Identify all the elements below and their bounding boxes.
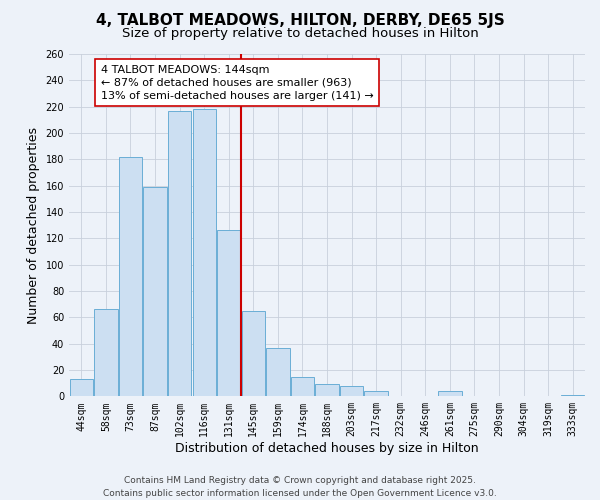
Text: 4, TALBOT MEADOWS, HILTON, DERBY, DE65 5JS: 4, TALBOT MEADOWS, HILTON, DERBY, DE65 5… <box>95 12 505 28</box>
Text: 4 TALBOT MEADOWS: 144sqm
← 87% of detached houses are smaller (963)
13% of semi-: 4 TALBOT MEADOWS: 144sqm ← 87% of detach… <box>101 64 374 101</box>
Bar <box>94 310 118 396</box>
Bar <box>291 376 314 396</box>
Bar <box>168 110 191 397</box>
Bar <box>316 384 338 396</box>
Bar <box>242 310 265 396</box>
Bar <box>340 386 363 396</box>
Y-axis label: Number of detached properties: Number of detached properties <box>27 126 40 324</box>
Text: Contains HM Land Registry data © Crown copyright and database right 2025.
Contai: Contains HM Land Registry data © Crown c… <box>103 476 497 498</box>
Bar <box>70 379 93 396</box>
Bar <box>438 391 461 396</box>
Text: Size of property relative to detached houses in Hilton: Size of property relative to detached ho… <box>122 28 478 40</box>
Bar <box>143 187 167 396</box>
Bar <box>217 230 241 396</box>
Bar <box>266 348 290 397</box>
Bar <box>364 391 388 396</box>
Bar <box>193 110 216 397</box>
X-axis label: Distribution of detached houses by size in Hilton: Distribution of detached houses by size … <box>175 442 479 455</box>
Bar <box>119 156 142 396</box>
Bar <box>561 395 584 396</box>
